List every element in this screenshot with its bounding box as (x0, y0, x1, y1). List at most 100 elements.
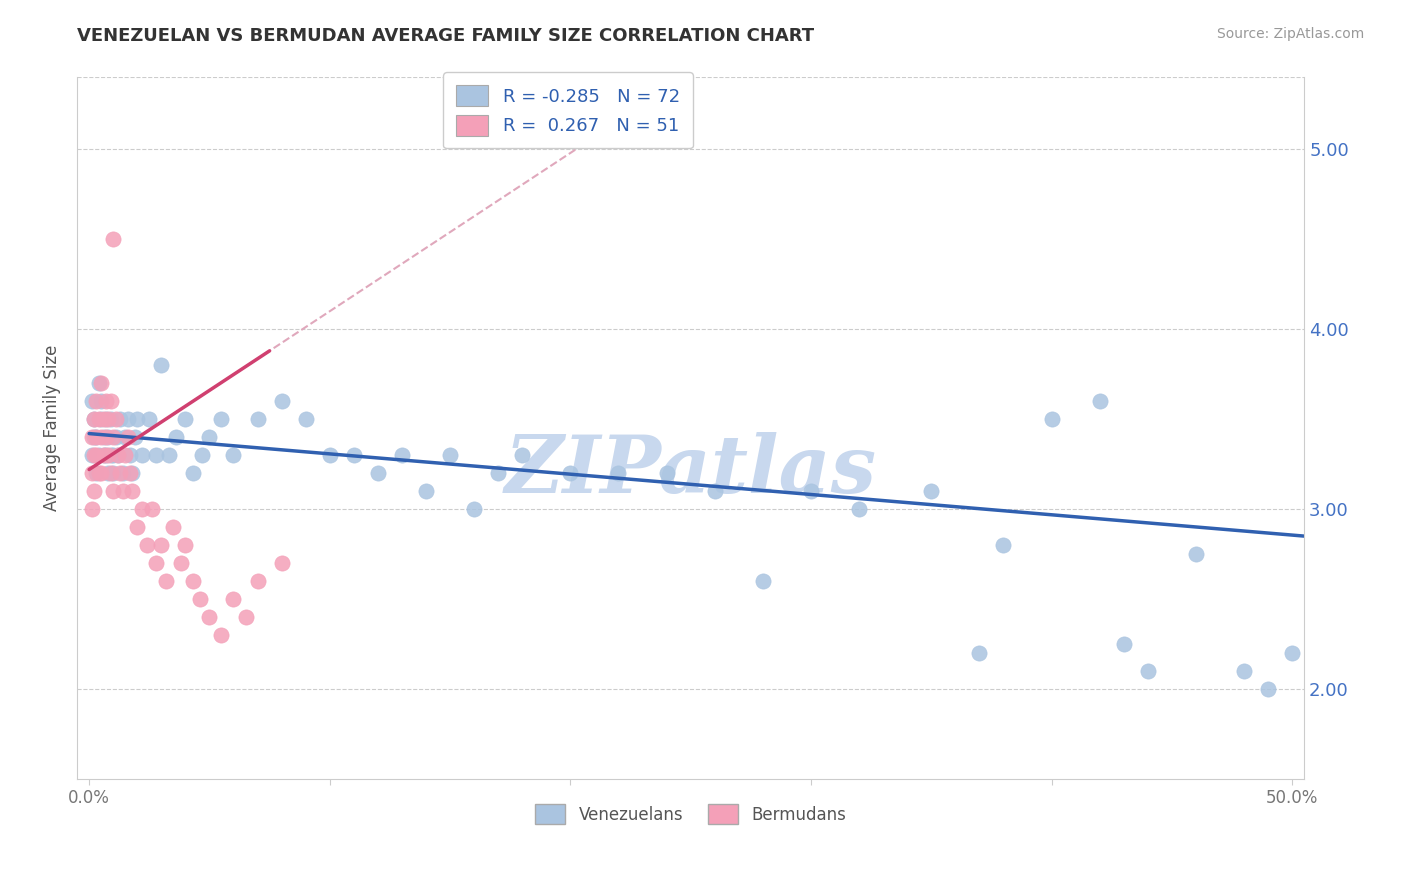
Point (1040, 412, 1063, 426)
Point (93, 430, 115, 444)
Point (80, 430, 103, 444)
Point (560, 466, 582, 480)
Point (111, 484, 134, 499)
Point (169, 556, 191, 570)
Point (97, 466, 120, 480)
Point (103, 430, 125, 444)
Point (181, 574, 204, 588)
Point (141, 502, 163, 516)
Point (80, 448, 103, 462)
Point (110, 466, 132, 480)
Point (83, 412, 105, 426)
Point (138, 412, 160, 426)
Point (1136, 664, 1159, 678)
Point (118, 448, 141, 462)
Point (235, 610, 257, 624)
Point (463, 502, 485, 516)
Point (103, 484, 125, 499)
Point (83, 412, 105, 426)
Point (87, 412, 110, 426)
Point (391, 448, 413, 462)
Point (1257, 681, 1279, 696)
Point (114, 430, 136, 444)
Point (222, 448, 245, 462)
Point (103, 466, 125, 480)
Point (198, 430, 221, 444)
Point (94, 412, 117, 426)
Point (100, 412, 122, 426)
Point (111, 466, 134, 480)
Point (131, 448, 153, 462)
Point (367, 466, 389, 480)
Point (107, 448, 129, 462)
Point (486, 466, 509, 480)
Point (246, 574, 269, 588)
Point (104, 430, 127, 444)
Point (319, 448, 342, 462)
Y-axis label: Average Family Size: Average Family Size (44, 345, 60, 511)
Point (188, 592, 211, 607)
Point (993, 538, 1015, 552)
Point (145, 556, 167, 570)
Point (86, 448, 108, 462)
Point (80, 502, 103, 516)
Point (93, 448, 115, 462)
Point (124, 430, 146, 444)
Point (80, 394, 103, 409)
Point (90, 466, 112, 480)
Point (1281, 646, 1303, 660)
Point (97, 430, 120, 444)
Point (155, 574, 177, 588)
Point (87, 376, 110, 391)
Point (1185, 547, 1208, 561)
Point (94, 394, 117, 409)
Point (162, 520, 184, 534)
Point (969, 646, 991, 660)
Point (107, 448, 129, 462)
Point (104, 412, 127, 426)
Point (118, 466, 141, 480)
Text: VENEZUELAN VS BERMUDAN AVERAGE FAMILY SIZE CORRELATION CHART: VENEZUELAN VS BERMUDAN AVERAGE FAMILY SI… (77, 27, 814, 45)
Point (86, 430, 108, 444)
Text: ZIPatlas: ZIPatlas (505, 432, 877, 509)
Point (94, 448, 117, 462)
Point (80, 466, 103, 480)
Point (135, 538, 157, 552)
Point (83, 484, 105, 499)
Point (752, 574, 775, 588)
Point (100, 448, 122, 462)
Point (174, 538, 197, 552)
Point (86, 394, 108, 409)
Point (93, 412, 115, 426)
Point (117, 412, 139, 426)
Point (439, 448, 461, 462)
Text: Source: ZipAtlas.com: Source: ZipAtlas.com (1216, 27, 1364, 41)
Point (83, 448, 105, 462)
Point (198, 610, 221, 624)
Point (270, 556, 292, 570)
Point (1088, 394, 1111, 409)
Point (222, 592, 245, 607)
Point (920, 484, 942, 499)
Point (100, 466, 122, 480)
Point (848, 502, 870, 516)
Point (90, 412, 112, 426)
Point (174, 412, 197, 426)
Point (83, 430, 105, 444)
Point (86, 466, 108, 480)
Point (181, 466, 204, 480)
Point (87, 466, 110, 480)
Point (94, 430, 117, 444)
Point (121, 484, 143, 499)
Point (103, 448, 125, 462)
Point (1112, 637, 1135, 651)
Point (157, 448, 180, 462)
Point (127, 520, 149, 534)
Point (191, 448, 214, 462)
Point (1233, 664, 1256, 678)
Point (145, 448, 167, 462)
Point (87, 448, 110, 462)
Point (86, 430, 108, 444)
Legend: Venezuelans, Bermudans: Venezuelans, Bermudans (524, 795, 856, 834)
Point (131, 502, 153, 516)
